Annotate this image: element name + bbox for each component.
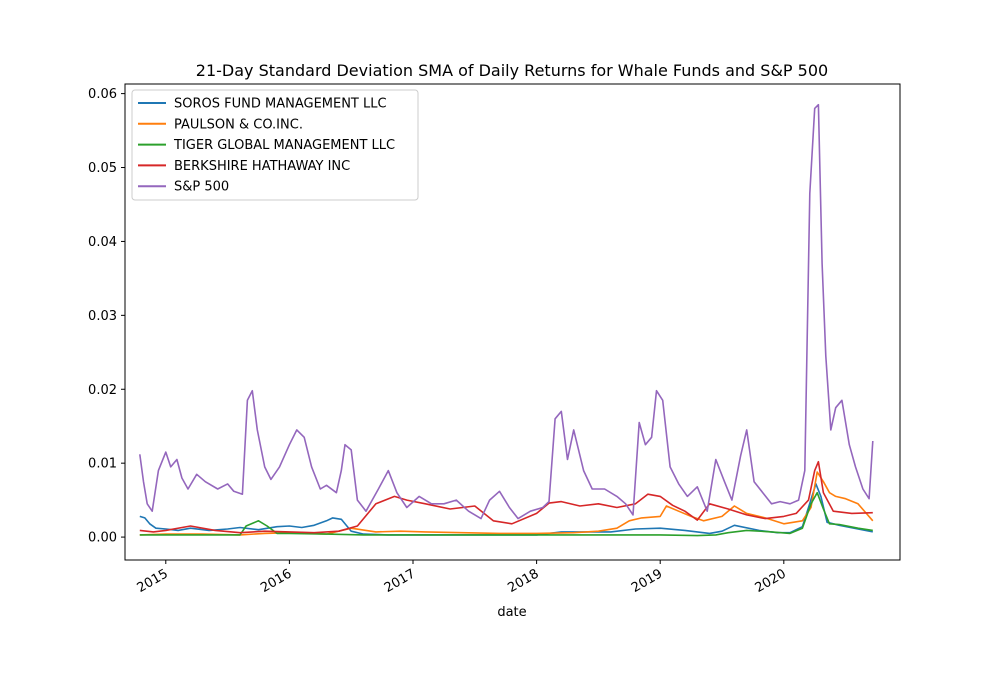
legend-label: BERKSHIRE HATHAWAY INC: [174, 159, 350, 174]
x-axis-label: date: [497, 605, 526, 620]
legend: SOROS FUND MANAGEMENT LLC PAULSON & CO.IN…: [131, 89, 419, 201]
y-tick-label: 0.04: [88, 235, 117, 250]
chart-title: 21-Day Standard Deviation SMA of Daily R…: [196, 61, 828, 80]
series-line-2: [139, 471, 874, 536]
series-line-4: [139, 460, 873, 534]
y-tick-label: 0.01: [88, 457, 117, 472]
series-line-3: [139, 491, 873, 537]
y-tick-label: 0.06: [88, 87, 117, 102]
legend-label: SOROS FUND MANAGEMENT LLC: [174, 97, 387, 112]
plot-lines: [139, 103, 874, 537]
y-tick-label: 0.05: [88, 161, 117, 176]
legend-label: PAULSON & CO.INC.: [174, 117, 303, 132]
legend-box: [131, 89, 419, 201]
y-tick-label: 0.03: [88, 309, 117, 324]
legend-label: TIGER GLOBAL MANAGEMENT LLC: [173, 138, 395, 153]
legend-label: S&P 500: [174, 180, 229, 195]
series-line-5: [139, 103, 874, 520]
y-tick-label: 0.00: [88, 531, 117, 546]
plot-area-frame: [124, 83, 901, 561]
y-axis: 0.00 0.01 0.02 0.03 0.04 0.05 0.06: [88, 87, 125, 546]
y-tick-label: 0.02: [88, 383, 117, 398]
